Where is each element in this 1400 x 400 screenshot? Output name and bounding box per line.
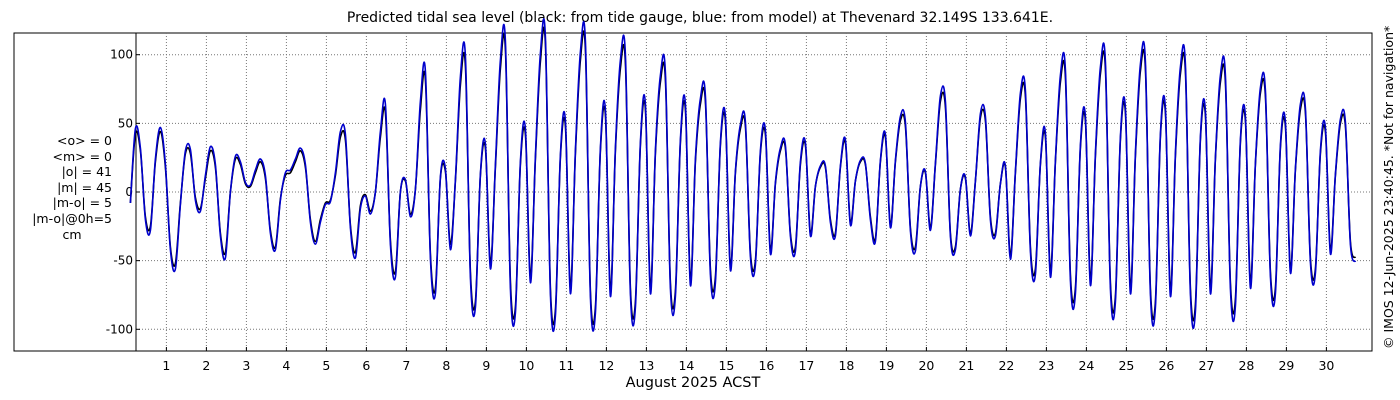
x-tick-label: 2 <box>202 358 210 373</box>
series-line-model <box>129 18 1357 333</box>
chart-title: Predicted tidal sea level (black: from t… <box>346 10 1054 26</box>
stats-panel: <o> = 0 <m> = 0 |o| = 41 |m| = 45 |m-o| … <box>8 133 112 242</box>
x-tick-label: 30 <box>1318 358 1334 373</box>
y-tick-label: 0 <box>125 185 133 199</box>
copyright-notice: © IMOS 12-Jun-2025 23:40:45. *Not for na… <box>1381 25 1396 349</box>
x-tick-label: 29 <box>1278 358 1294 373</box>
x-tick-label: 25 <box>1118 358 1134 373</box>
plot-frame <box>13 32 1373 352</box>
x-tick-label: 4 <box>282 358 290 373</box>
x-tick-label: 6 <box>362 358 370 373</box>
x-tick-label: 28 <box>1238 358 1254 373</box>
x-tick-label: 11 <box>558 358 574 373</box>
x-tick-label: 24 <box>1078 358 1094 373</box>
x-tick-label: 21 <box>958 358 974 373</box>
x-tick-label: 9 <box>482 358 490 373</box>
stat-abs-model: |m| = 45 <box>57 179 112 195</box>
x-tick-label: 7 <box>402 358 410 373</box>
stat-mean-model: <m> = 0 <box>52 148 113 164</box>
x-tick-label: 12 <box>598 358 614 373</box>
x-tick-label: 5 <box>322 358 330 373</box>
series-layer <box>129 18 1357 333</box>
x-tick-label: 22 <box>998 358 1014 373</box>
x-tick-label: 26 <box>1158 358 1174 373</box>
stat-mean-obs: <o> = 0 <box>57 133 112 148</box>
x-tick-label: 16 <box>758 358 774 373</box>
y-tick-label: -50 <box>113 254 133 268</box>
stat-abs-obs: |o| = 41 <box>61 164 112 180</box>
stat-abs-diff-0h: |m-o|@0h=5 <box>32 210 112 226</box>
x-tick-label: 1 <box>162 358 170 373</box>
x-tick-label: 3 <box>242 358 250 373</box>
y-tick-label: -100 <box>106 322 133 336</box>
x-tick-label: 27 <box>1198 358 1214 373</box>
x-axis-label: August 2025 ACST <box>625 375 761 391</box>
x-tick-label: 8 <box>442 358 450 373</box>
x-tick-label: 13 <box>638 358 654 373</box>
stat-abs-diff: |m-o| = 5 <box>52 195 112 211</box>
y-tick-label: 50 <box>118 116 133 130</box>
y-tick-label: 100 <box>110 48 133 62</box>
x-tick-label: 19 <box>878 358 894 373</box>
x-tick-label: 18 <box>838 358 854 373</box>
x-tick-label: 10 <box>518 358 534 373</box>
x-tick-label: 20 <box>918 358 934 373</box>
stat-unit: cm <box>62 226 82 242</box>
x-tick-label: 14 <box>678 358 694 373</box>
x-tick-label: 23 <box>1038 358 1054 373</box>
x-tick-label: 17 <box>798 358 814 373</box>
x-tick-label: 15 <box>718 358 734 373</box>
